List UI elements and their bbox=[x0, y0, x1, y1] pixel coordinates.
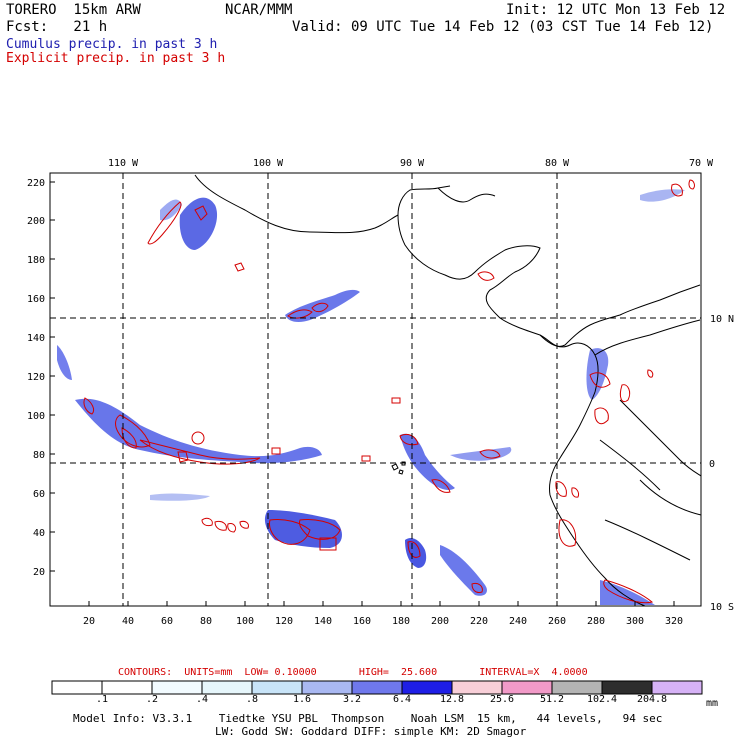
model-info: Model Info: V3.3.1 Tiedtke YSU PBL Thomp… bbox=[73, 712, 663, 725]
x-tick-label: 160 bbox=[353, 616, 371, 627]
colorbar-label: .4 bbox=[195, 694, 209, 705]
physics-info: LW: Godd SW: Goddard DIFF: simple KM: 2D… bbox=[215, 725, 527, 738]
colorbar-swatch bbox=[501, 680, 553, 695]
colorbar-swatch bbox=[601, 680, 653, 695]
coastlines bbox=[194, 174, 702, 607]
x-tick-label: 40 bbox=[122, 616, 134, 627]
x-tick-label: 20 bbox=[83, 616, 95, 627]
valid-time: Valid: 09 UTC Tue 14 Feb 12 (03 CST Tue … bbox=[292, 19, 714, 35]
colorbar-swatch bbox=[651, 680, 703, 695]
x-tick-label: 260 bbox=[548, 616, 566, 627]
colorbar-label: 3.2 bbox=[342, 694, 362, 705]
forecast-hour: Fcst: 21 h bbox=[6, 19, 108, 35]
init-time: Init: 12 UTC Mon 13 Feb 12 bbox=[506, 2, 726, 18]
y-tick-label: 180 bbox=[27, 255, 45, 266]
y-tick-label: 220 bbox=[27, 178, 45, 189]
colorbar-label: .2 bbox=[145, 694, 159, 705]
colorbar-label: 51.2 bbox=[539, 694, 565, 705]
lat-label: 10 N bbox=[710, 314, 734, 325]
lon-label: 70 W bbox=[689, 158, 714, 169]
colorbar-label: 204.8 bbox=[636, 694, 668, 705]
colorbar-unit: mm bbox=[706, 698, 718, 709]
y-tick-label: 140 bbox=[27, 333, 45, 344]
lon-label: 90 W bbox=[400, 158, 425, 169]
colorbar-swatch bbox=[301, 680, 353, 695]
lat-label: 10 S bbox=[710, 602, 734, 613]
colorbar-swatch bbox=[51, 680, 103, 695]
colorbar-label: .8 bbox=[245, 694, 259, 705]
map-frame bbox=[49, 172, 702, 607]
x-tick-label: 80 bbox=[200, 616, 212, 627]
axis-ticks bbox=[50, 181, 675, 606]
lon-label: 110 W bbox=[108, 158, 139, 169]
colorbar bbox=[51, 680, 703, 695]
x-tick-label: 200 bbox=[431, 616, 449, 627]
colorbar-swatch bbox=[101, 680, 153, 695]
colorbar-swatch bbox=[351, 680, 403, 695]
model-name: TORERO 15km ARW bbox=[6, 2, 141, 18]
lon-label: 80 W bbox=[545, 158, 570, 169]
colorbar-swatch bbox=[551, 680, 603, 695]
galapagos-islands bbox=[391, 461, 406, 475]
colorbar-swatch bbox=[201, 680, 253, 695]
colorbar-label: 102.4 bbox=[586, 694, 618, 705]
colorbar-label: 25.6 bbox=[489, 694, 515, 705]
colorbar-label: 6.4 bbox=[392, 694, 412, 705]
x-tick-label: 240 bbox=[509, 616, 527, 627]
graticule bbox=[50, 173, 701, 606]
y-tick-label: 20 bbox=[33, 567, 45, 578]
x-tick-label: 280 bbox=[587, 616, 605, 627]
x-tick-label: 140 bbox=[314, 616, 332, 627]
x-tick-label: 300 bbox=[626, 616, 644, 627]
x-tick-label: 320 bbox=[665, 616, 683, 627]
explicit-precip-contours bbox=[83, 179, 695, 604]
lon-label: 100 W bbox=[253, 158, 284, 169]
colorbar-swatch bbox=[451, 680, 503, 695]
legend-cumulus: Cumulus precip. in past 3 h bbox=[6, 37, 218, 52]
colorbar-label: .1 bbox=[95, 694, 109, 705]
colorbar-label: 1.6 bbox=[292, 694, 312, 705]
contours-info: CONTOURS: UNITS=mm LOW= 0.10000 HIGH= 25… bbox=[118, 667, 588, 678]
y-tick-label: 120 bbox=[27, 372, 45, 383]
y-tick-label: 100 bbox=[27, 411, 45, 422]
y-tick-label: 60 bbox=[33, 489, 45, 500]
y-tick-label: 160 bbox=[27, 294, 45, 305]
x-tick-label: 220 bbox=[470, 616, 488, 627]
colorbar-label: 12.8 bbox=[439, 694, 465, 705]
x-tick-label: 100 bbox=[236, 616, 254, 627]
legend-explicit: Explicit precip. in past 3 h bbox=[6, 51, 226, 66]
colorbar-swatch bbox=[151, 680, 203, 695]
y-tick-label: 40 bbox=[33, 528, 45, 539]
x-tick-label: 120 bbox=[275, 616, 293, 627]
x-tick-label: 60 bbox=[161, 616, 173, 627]
organization: NCAR/MMM bbox=[225, 2, 293, 18]
colorbar-swatch bbox=[251, 680, 303, 695]
y-tick-label: 80 bbox=[33, 450, 45, 461]
lat-label: 0 bbox=[709, 459, 715, 470]
y-tick-label: 200 bbox=[27, 216, 45, 227]
x-tick-label: 180 bbox=[392, 616, 410, 627]
colorbar-swatch bbox=[401, 680, 453, 695]
